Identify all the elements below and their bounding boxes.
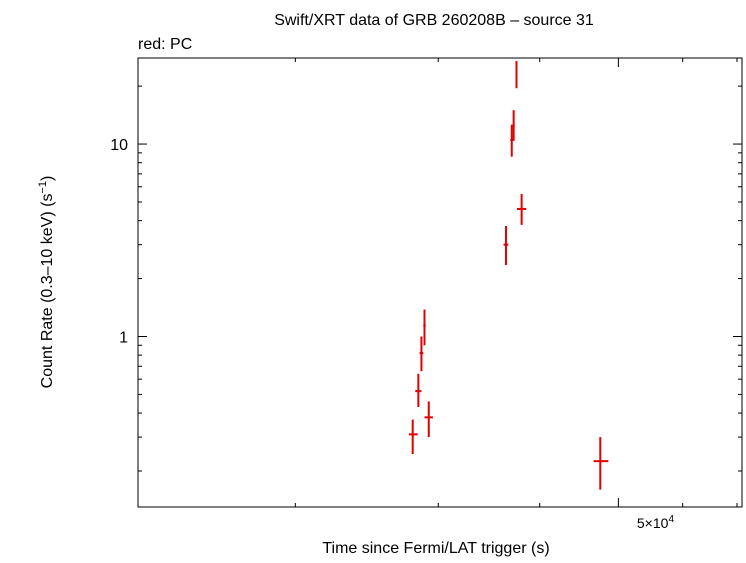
plot-frame [137,57,743,508]
chart-title: Swift/XRT data of GRB 260208B – source 3… [274,12,594,29]
data-point [503,226,509,266]
y-tick-label: 1 [119,329,128,346]
data-point [515,61,518,89]
x-tick-label-50000: 5×104 [637,514,675,531]
data-point [593,437,609,490]
data-point [408,419,418,455]
tick-labels: 5×104 1 10 [110,137,674,531]
chart-subtitle: red: PC [138,36,192,53]
data-point [415,373,422,408]
x-axis-label: Time since Fermi/LAT trigger (s) [322,540,549,557]
data-point [423,309,426,346]
axis-ticks [138,58,742,507]
data-point [419,336,424,372]
data-point [516,194,527,225]
y-tick-label: 10 [110,137,128,154]
y-axis-label: Count Rate (0.3–10 keV) (s−1) [37,176,56,389]
data-point [424,401,433,438]
data-point [512,110,515,141]
data-points [408,61,609,490]
